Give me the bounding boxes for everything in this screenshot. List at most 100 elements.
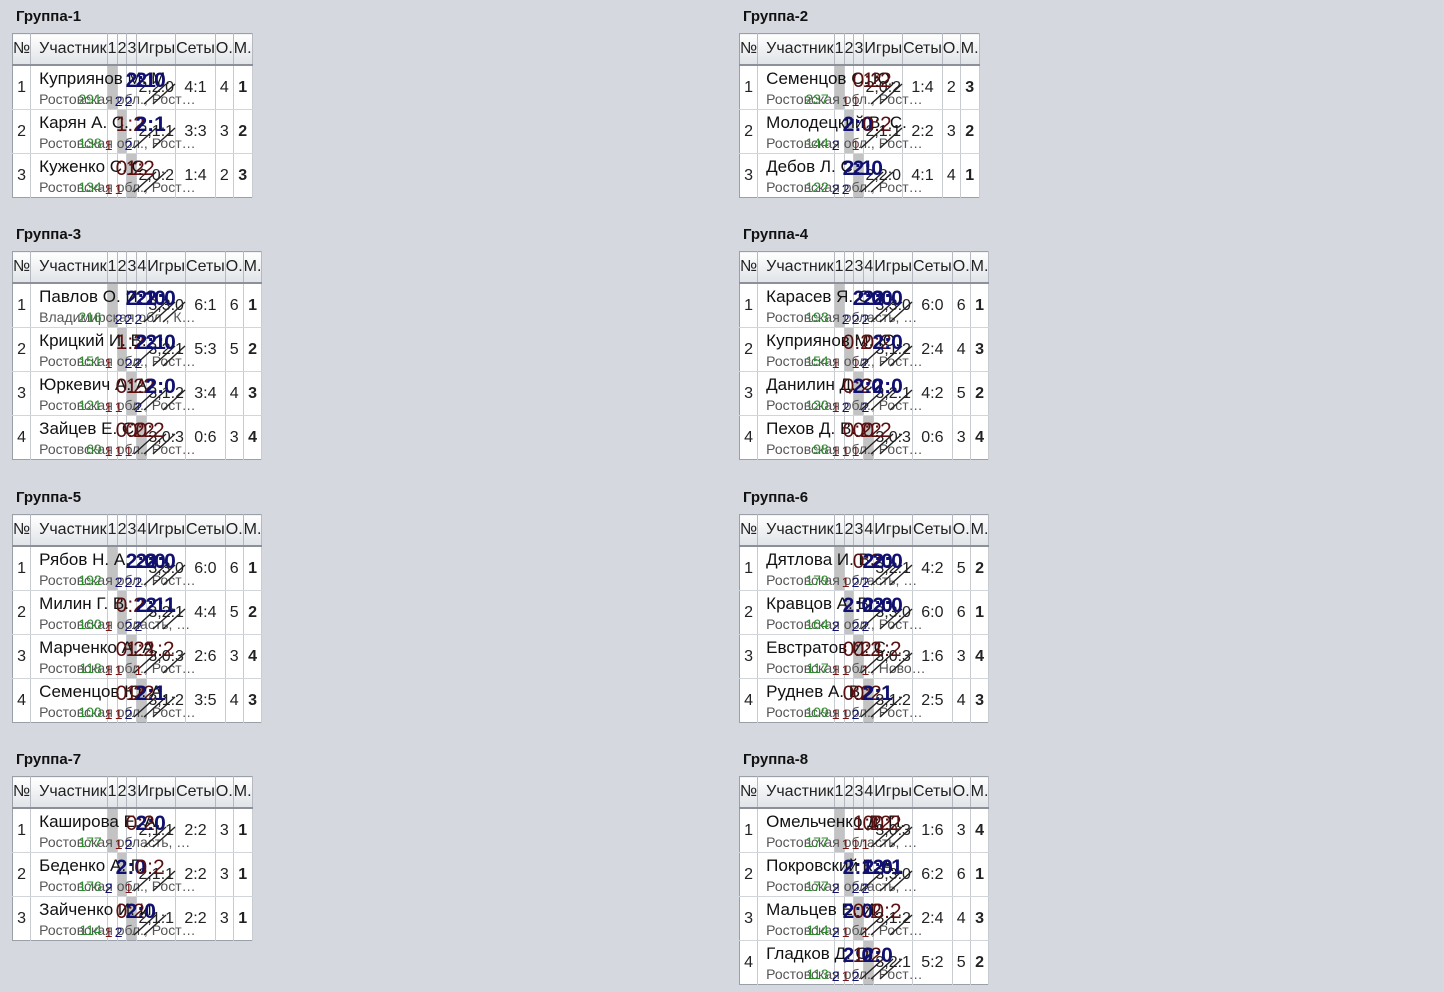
participant-cell[interactable]: Гладков Д. О. Ростовская обл., Рост… 113 xyxy=(757,940,923,985)
participant-row[interactable]: 3 Куженко С. С. Ростовская обл., Рост… 134 0… xyxy=(12,153,253,198)
participant-cell[interactable]: Юркевич А. А. Ростовская обл., Рост… 121 xyxy=(30,371,196,416)
match-result-cell[interactable]: 2:1 2 xyxy=(862,852,913,897)
match-result-cell[interactable]: 2:1 2 xyxy=(125,109,176,154)
match-result-cell[interactable]: 1:2 1 xyxy=(852,65,903,110)
participant-cell[interactable]: Рябов Н. А. Ростовская обл., Рост… 192 xyxy=(30,546,196,591)
participant-row[interactable]: 1 Семенцов С. Ю. Ростовская обл., Рост… 237… xyxy=(739,65,980,110)
participant-cell[interactable]: Мальцев Е. И. Ростовская обл., Рост… 114 xyxy=(757,896,923,941)
match-result-cell[interactable]: 2:0 2 xyxy=(852,940,903,985)
participant-cell[interactable]: Милин Г. В. Ростовская область, … 160 xyxy=(30,590,190,635)
match-result-cell[interactable]: 2:0 2 xyxy=(135,371,186,416)
match-result-cell[interactable]: 2:0 2 xyxy=(832,109,884,154)
match-result-cell[interactable]: 2:1 2 xyxy=(125,678,176,723)
match-result-cell[interactable]: 2:0 2 xyxy=(842,371,894,416)
participant-row[interactable]: 4 Пехов Д. В. Ростовская обл., Рост… 98 0:2 1… xyxy=(739,415,990,460)
participant-cell[interactable]: Зайченко И. И. Ростовская обл., Рост… 114 xyxy=(30,896,196,941)
match-result-cell[interactable]: 1:2 1 xyxy=(105,109,157,154)
match-result-cell[interactable]: 0:2 1 xyxy=(842,634,894,679)
participant-row[interactable]: 3 Мальцев Е. И. Ростовская обл., Рост… 114 2… xyxy=(739,896,990,941)
participant-cell[interactable]: Павлов О. И. Владимирская обл., К… 216 xyxy=(30,283,196,328)
participant-row[interactable]: 3 Юркевич А. А. Ростовская обл., Рост… 121 0… xyxy=(12,371,263,416)
match-result-cell[interactable]: 1:2 1 xyxy=(115,371,167,416)
participant-cell[interactable]: Семенцов Ю. А. Ростовская обл., Рост… 100 xyxy=(30,678,196,723)
participant-cell[interactable]: Дятлова И. В. Ростовская область, … 179 xyxy=(757,546,917,591)
participant-row[interactable]: 3 Данилин Д. С. Ростовская обл., Рост… 120 0… xyxy=(739,371,990,416)
participant-cell[interactable]: Карасев Я. О. Ростовская область, … 193 xyxy=(757,283,917,328)
match-result-cell[interactable]: 1:2 1 xyxy=(862,634,913,679)
participant-row[interactable]: 2 Куприянов М. Ю. Ростовская обл., Рост… 15… xyxy=(739,327,990,372)
match-result-cell[interactable]: 2:0 2 xyxy=(125,808,176,853)
participant-row[interactable]: 1 Павлов О. И. Владимирская обл., К… 216 2:1… xyxy=(12,283,263,328)
participant-cell[interactable]: Евстратов И. С. Ростовская обл., Ново… 117 xyxy=(757,634,926,679)
participant-row[interactable]: 4 Гладков Д. О. Ростовская обл., Рост… 113 2… xyxy=(739,940,990,985)
match-result-cell[interactable]: 2:0 2 xyxy=(105,852,157,897)
match-result-cell[interactable]: 0:2 1 xyxy=(125,415,176,460)
match-result-cell[interactable]: 0:2 1 xyxy=(852,109,903,154)
match-result-cell[interactable]: 2:0 2 xyxy=(862,546,913,591)
participant-name[interactable]: Зайченко И. И. xyxy=(39,900,157,919)
participant-name[interactable]: Марченко А. А. xyxy=(39,638,159,657)
participant-name[interactable]: Евстратов И. С. xyxy=(766,638,891,657)
participant-row[interactable]: 2 Покровский К. А. Ростовская область, … 17… xyxy=(739,852,990,897)
match-result-cell[interactable]: 2:0 2 xyxy=(135,283,186,328)
match-result-cell[interactable]: 0:2 1 xyxy=(125,852,176,897)
participant-row[interactable]: 2 Милин Г. В. Ростовская область, … 160 0:2 1… xyxy=(12,590,263,635)
match-result-cell[interactable]: 0:2 1 xyxy=(862,808,913,853)
participant-name[interactable]: Крицкий И. В. xyxy=(39,331,147,350)
participant-row[interactable]: 3 Марченко А. А. Ростовская обл., Рост… 118… xyxy=(12,634,263,679)
match-result-cell[interactable]: 0:2 1 xyxy=(862,896,913,941)
match-result-cell[interactable]: 2:1 2 xyxy=(135,590,186,635)
participant-row[interactable]: 1 Дятлова И. В. Ростовская область, … 179 0:… xyxy=(739,546,990,591)
participant-row[interactable]: 4 Семенцов Ю. А. Ростовская обл., Рост… 100… xyxy=(12,678,263,723)
participant-row[interactable]: 4 Руднев А. В. Ростовская обл., Рост… 109 0:… xyxy=(739,678,990,723)
match-result-cell[interactable]: 2:0 2 xyxy=(842,153,894,198)
participant-name[interactable]: Куприянов М. М. xyxy=(39,69,171,88)
participant-cell[interactable]: Пехов Д. В. Ростовская обл., Рост… 98 xyxy=(757,415,923,460)
participant-cell[interactable]: Молодецкий В. С. Ростовская обл., Рост… 14… xyxy=(757,109,923,154)
participant-row[interactable]: 4 Зайцев Е. С. Ростовская обл., Рост… 69 0:2… xyxy=(12,415,263,460)
match-result-cell[interactable]: 2:0 2 xyxy=(832,590,884,635)
participant-row[interactable]: 2 Молодецкий В. С. Ростовская обл., Рост… 1… xyxy=(739,109,980,154)
participant-row[interactable]: 3 Евстратов И. С. Ростовская обл., Ново… 11… xyxy=(739,634,990,679)
participant-name[interactable]: Милин Г. В. xyxy=(39,594,129,613)
participant-row[interactable]: 1 Куприянов М. М. Ростовская обл., Рост… 29… xyxy=(12,65,253,110)
participant-cell[interactable]: Кравцов А. В. Ростовская обл., Рост… 164 xyxy=(757,590,923,635)
match-result-cell[interactable]: 1:2 1 xyxy=(115,634,167,679)
participant-row[interactable]: 1 Омельченко Д. П. Ростовская область, … 17… xyxy=(739,808,990,853)
participant-row[interactable]: 2 Карян А. С. Ростовская обл., Рост… 138 1:2… xyxy=(12,109,253,154)
participant-cell[interactable]: Зайцев Е. С. Ростовская обл., Рост… 69 xyxy=(30,415,196,460)
participant-row[interactable]: 3 Дебов Л. С. Ростовская обл., Рост… 122 2:1… xyxy=(739,153,980,198)
match-result-cell[interactable]: 2:0 2 xyxy=(862,371,913,416)
match-result-cell[interactable]: 0:2 1 xyxy=(852,415,903,460)
participant-cell[interactable]: Беденко А. Г. Ростовская обл., Рост… 176 xyxy=(30,852,196,897)
match-result-cell[interactable]: 2:0 2 xyxy=(862,590,913,635)
match-result-cell[interactable]: 2:0 2 xyxy=(125,65,176,110)
participant-cell[interactable]: Куприянов М. М. Ростовская обл., Рост… 291 xyxy=(30,65,196,110)
participant-cell[interactable]: Марченко А. А. Ростовская обл., Рост… 118 xyxy=(30,634,196,679)
match-result-cell[interactable]: 2:1 2 xyxy=(852,678,903,723)
match-result-cell[interactable]: 2:0 2 xyxy=(862,283,913,328)
participant-cell[interactable]: Омельченко Д. П. Ростовская область, … 177 xyxy=(757,808,917,853)
match-result-cell[interactable]: 2:0 2 xyxy=(862,327,913,372)
participant-row[interactable]: 1 Карасев Я. О. Ростовская область, … 193 2:… xyxy=(739,283,990,328)
participant-row[interactable]: 1 Рябов Н. А. Ростовская обл., Рост… 192 2:0… xyxy=(12,546,263,591)
match-result-cell[interactable]: 0:2 1 xyxy=(105,590,157,635)
participant-name[interactable]: Кравцов А. В. xyxy=(766,594,874,613)
participant-row[interactable]: 1 Каширова Е. А. Ростовская область, … 177 0… xyxy=(12,808,253,853)
match-result-cell[interactable]: 1:2 1 xyxy=(115,153,167,198)
participant-row[interactable]: 2 Кравцов А. В. Ростовская обл., Рост… 164 2… xyxy=(739,590,990,635)
participant-name[interactable]: Карян А. С. xyxy=(39,113,129,132)
participant-name[interactable]: Пехов Д. В. xyxy=(766,419,857,438)
participant-cell[interactable]: Куженко С. С. Ростовская обл., Рост… 134 xyxy=(30,153,196,198)
participant-row[interactable]: 2 Беденко А. Г. Ростовская обл., Рост… 176 2… xyxy=(12,852,253,897)
match-result-cell[interactable]: 1:2 1 xyxy=(105,327,157,372)
match-result-cell[interactable]: 2:0 2 xyxy=(135,546,186,591)
participant-cell[interactable]: Покровский К. А. Ростовская область, … 177 xyxy=(757,852,917,897)
match-result-cell[interactable]: 2:0 2 xyxy=(135,327,186,372)
match-result-cell[interactable]: 2:1 2 xyxy=(832,852,884,897)
participant-cell[interactable]: Куприянов М. Ю. Ростовская обл., Рост… 154 xyxy=(757,327,923,372)
match-result-cell[interactable]: 0:2 1 xyxy=(842,896,894,941)
participant-cell[interactable]: Каширова Е. А. Ростовская область, … 177 xyxy=(30,808,190,853)
participant-cell[interactable]: Руднев А. В. Ростовская обл., Рост… 109 xyxy=(757,678,923,723)
match-result-cell[interactable]: 0:2 1 xyxy=(832,327,884,372)
